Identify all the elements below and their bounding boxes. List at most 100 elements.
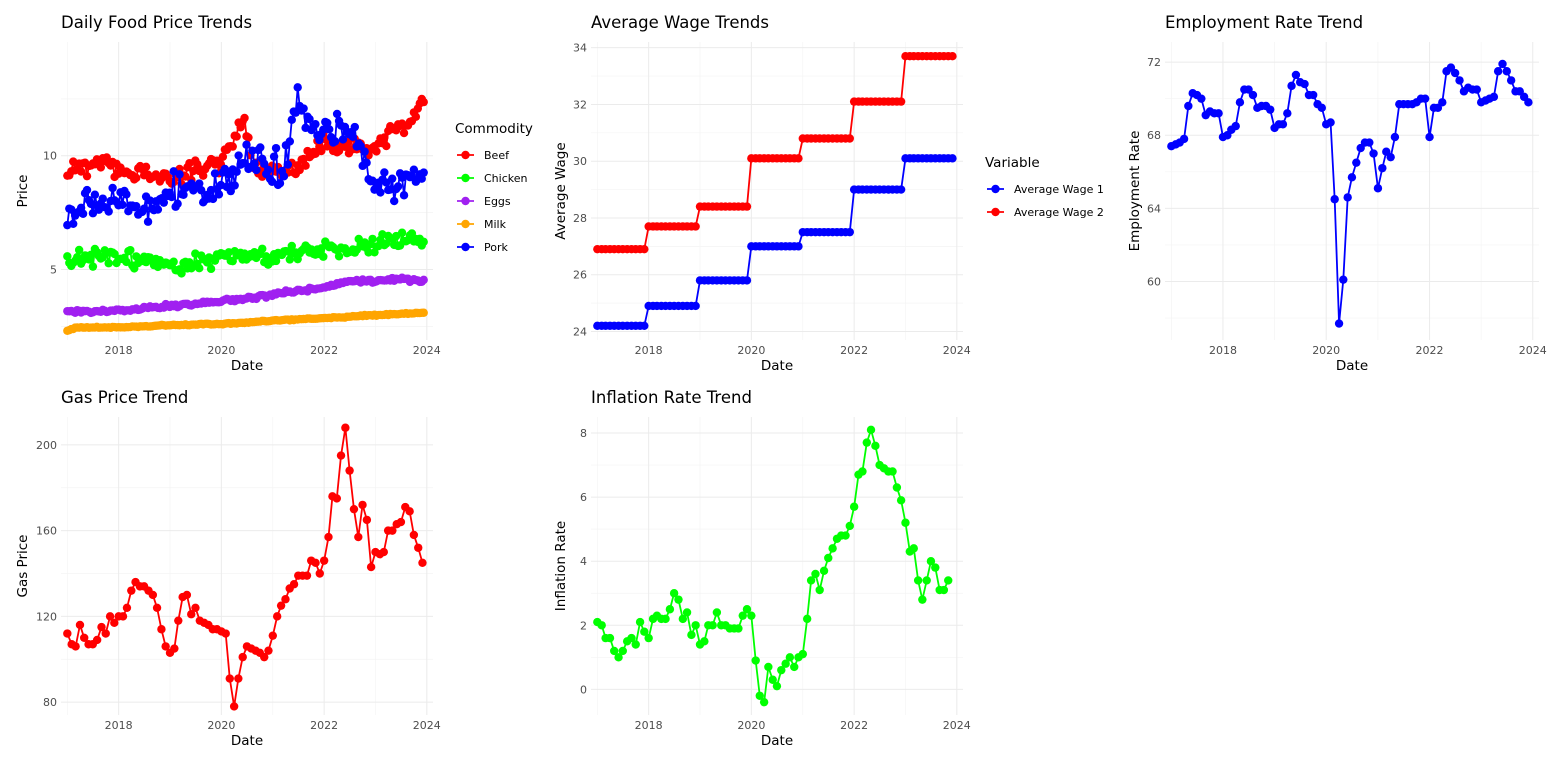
data-point bbox=[148, 590, 158, 600]
data-point bbox=[1184, 101, 1193, 111]
y-tick-label: 120 bbox=[36, 610, 57, 623]
data-point bbox=[210, 169, 220, 178]
data-point bbox=[866, 425, 876, 435]
data-point bbox=[175, 170, 184, 179]
data-point bbox=[311, 119, 320, 129]
chart-employment: 2018 2020 2022 2024 60 64 68 72 Employment Rate … bbox=[1127, 13, 1547, 374]
data-point bbox=[74, 245, 84, 255]
data-point bbox=[909, 544, 918, 553]
y-axis-title: Average Wage bbox=[553, 142, 569, 239]
x-axis-title: Date bbox=[761, 358, 793, 374]
data-point bbox=[379, 547, 388, 557]
data-point bbox=[240, 113, 249, 123]
data-point bbox=[152, 603, 162, 613]
data-point bbox=[682, 608, 692, 617]
data-point bbox=[174, 616, 183, 625]
data-point bbox=[260, 652, 269, 662]
data-point bbox=[409, 530, 419, 540]
data-point bbox=[271, 256, 281, 266]
y-tick-label: 0 bbox=[580, 683, 587, 696]
legend-label: Average Wage 1 bbox=[1014, 183, 1104, 196]
data-point bbox=[389, 196, 399, 206]
data-point bbox=[161, 642, 170, 651]
series-inflation bbox=[593, 425, 953, 707]
data-point bbox=[931, 563, 940, 572]
x-tick-label: 2024 bbox=[413, 344, 441, 357]
data-point bbox=[640, 627, 649, 636]
data-point bbox=[287, 241, 296, 251]
legend-key-point bbox=[461, 219, 470, 229]
data-point bbox=[1498, 59, 1507, 69]
data-point bbox=[238, 652, 247, 662]
data-point bbox=[90, 190, 100, 199]
series-line bbox=[597, 157, 953, 327]
legend-title: Variable bbox=[985, 155, 1040, 171]
data-point bbox=[76, 167, 86, 176]
data-point bbox=[794, 242, 803, 251]
data-point bbox=[287, 115, 296, 124]
y-tick-label: 32 bbox=[573, 98, 587, 111]
data-point bbox=[324, 532, 333, 542]
y-tick-label: 30 bbox=[573, 155, 587, 168]
series-line bbox=[597, 55, 953, 251]
data-point bbox=[230, 181, 239, 190]
x-tick-label: 2022 bbox=[310, 344, 338, 357]
data-point bbox=[1425, 132, 1434, 142]
data-point bbox=[319, 556, 329, 565]
data-point bbox=[75, 620, 85, 630]
data-point bbox=[82, 171, 92, 181]
data-point bbox=[926, 556, 936, 566]
data-point bbox=[179, 190, 188, 199]
data-point bbox=[132, 173, 141, 183]
data-point bbox=[1420, 94, 1430, 103]
data-point bbox=[845, 227, 854, 237]
data-point bbox=[334, 252, 344, 261]
data-point bbox=[366, 562, 376, 572]
data-point bbox=[388, 526, 397, 535]
data-point bbox=[1339, 275, 1348, 284]
x-tick-label: 2018 bbox=[105, 344, 133, 357]
data-point bbox=[325, 125, 334, 134]
data-point bbox=[794, 154, 803, 163]
data-point bbox=[208, 194, 218, 204]
data-point bbox=[747, 611, 756, 620]
data-point bbox=[118, 200, 127, 210]
data-point bbox=[195, 179, 204, 188]
data-point bbox=[272, 612, 282, 621]
series-chicken bbox=[63, 228, 428, 278]
legend-key-point bbox=[991, 207, 1000, 217]
data-point bbox=[264, 646, 273, 655]
data-point bbox=[708, 621, 717, 630]
data-point bbox=[1386, 152, 1395, 162]
data-point bbox=[228, 142, 237, 151]
data-point bbox=[764, 662, 773, 672]
data-point bbox=[268, 631, 278, 640]
data-point bbox=[691, 621, 700, 630]
legend-key-point bbox=[461, 150, 470, 160]
data-point bbox=[1235, 98, 1245, 107]
x-tick-label: 2018 bbox=[1209, 344, 1237, 357]
data-point bbox=[798, 649, 808, 659]
data-point bbox=[126, 245, 135, 255]
data-point bbox=[1308, 90, 1318, 100]
data-point bbox=[1438, 98, 1447, 107]
y-tick-label: 24 bbox=[573, 325, 587, 338]
data-point bbox=[1283, 109, 1292, 118]
y-tick-label: 160 bbox=[36, 525, 57, 538]
x-tick-label: 2022 bbox=[840, 344, 868, 357]
data-point bbox=[824, 553, 833, 563]
data-point bbox=[252, 165, 261, 175]
data-point bbox=[315, 569, 324, 578]
y-tick-label: 2 bbox=[580, 619, 587, 632]
data-point bbox=[742, 202, 752, 211]
chart-title: Gas Price Trend bbox=[61, 388, 188, 407]
data-point bbox=[232, 132, 241, 141]
data-point bbox=[108, 183, 117, 193]
data-point bbox=[644, 633, 653, 643]
data-point bbox=[104, 259, 113, 268]
data-point bbox=[896, 496, 906, 505]
data-point bbox=[1326, 118, 1335, 127]
data-point bbox=[341, 423, 350, 432]
data-point bbox=[71, 642, 80, 651]
